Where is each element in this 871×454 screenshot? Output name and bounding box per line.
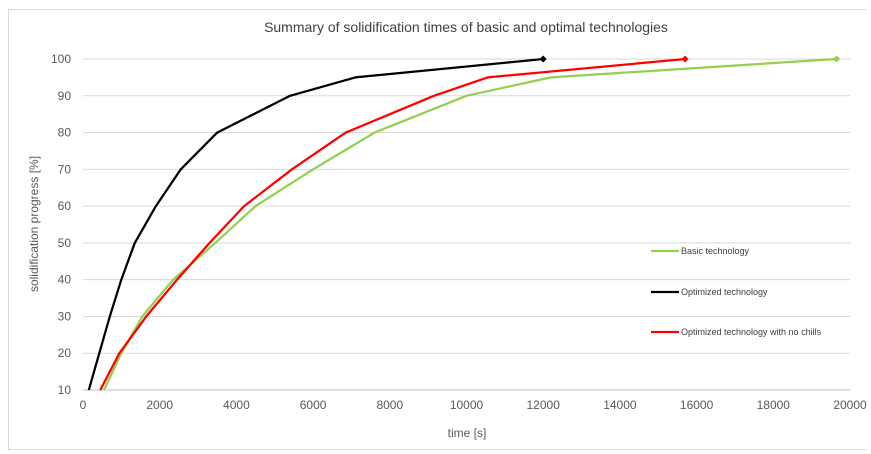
x-tick-label: 2000: [146, 398, 173, 412]
y-tick-label: 70: [58, 162, 72, 176]
legend-label-1: Optimized technology: [681, 287, 768, 297]
series-end-marker-2: [681, 55, 689, 63]
gridlines: [83, 58, 850, 354]
series-line-1: [87, 57, 544, 391]
y-tick-label: 100: [51, 52, 71, 66]
series-lines: [87, 55, 841, 391]
y-tick-label: 20: [58, 346, 72, 360]
legend-label-2: Optimized technology with no chills: [681, 327, 822, 337]
x-tick-label: 20000: [833, 398, 867, 412]
series-end-marker-0: [833, 55, 841, 63]
x-tick-label: 8000: [376, 398, 403, 412]
y-tick-label: 10: [58, 383, 72, 397]
series-line-2: [99, 57, 686, 391]
y-tick-label: 50: [58, 236, 72, 250]
chart-frame: [8, 9, 866, 450]
x-tick-label: 18000: [757, 398, 791, 412]
y-tick-label: 60: [58, 199, 72, 213]
series-end-marker-1: [539, 55, 547, 63]
y-tick-label: 90: [58, 89, 72, 103]
legend-label-0: Basic technology: [681, 246, 750, 256]
x-tick-label: 0: [80, 398, 87, 412]
x-tick-label: 14000: [603, 398, 637, 412]
x-tick-label: 10000: [450, 398, 484, 412]
x-tick-label: 12000: [527, 398, 561, 412]
chart-title: Summary of solidification times of basic…: [264, 19, 668, 35]
y-tick-label: 30: [58, 309, 72, 323]
x-tick-label: 4000: [223, 398, 250, 412]
y-tick-label: 80: [58, 126, 72, 140]
y-axis-title: solidification progress [%]: [27, 156, 41, 292]
legend: Basic technology Optimized technology Opti…: [651, 246, 822, 337]
x-tick-label: 6000: [300, 398, 327, 412]
y-tick-label: 40: [58, 273, 72, 287]
x-axis-title: time [s]: [448, 426, 487, 440]
tick-labels: 10 20 30 40 50 60 70 80 90 100 0 2000 4000 6000 8000 10…: [51, 52, 867, 412]
x-tick-label: 16000: [680, 398, 714, 412]
series-line-0: [103, 57, 837, 391]
